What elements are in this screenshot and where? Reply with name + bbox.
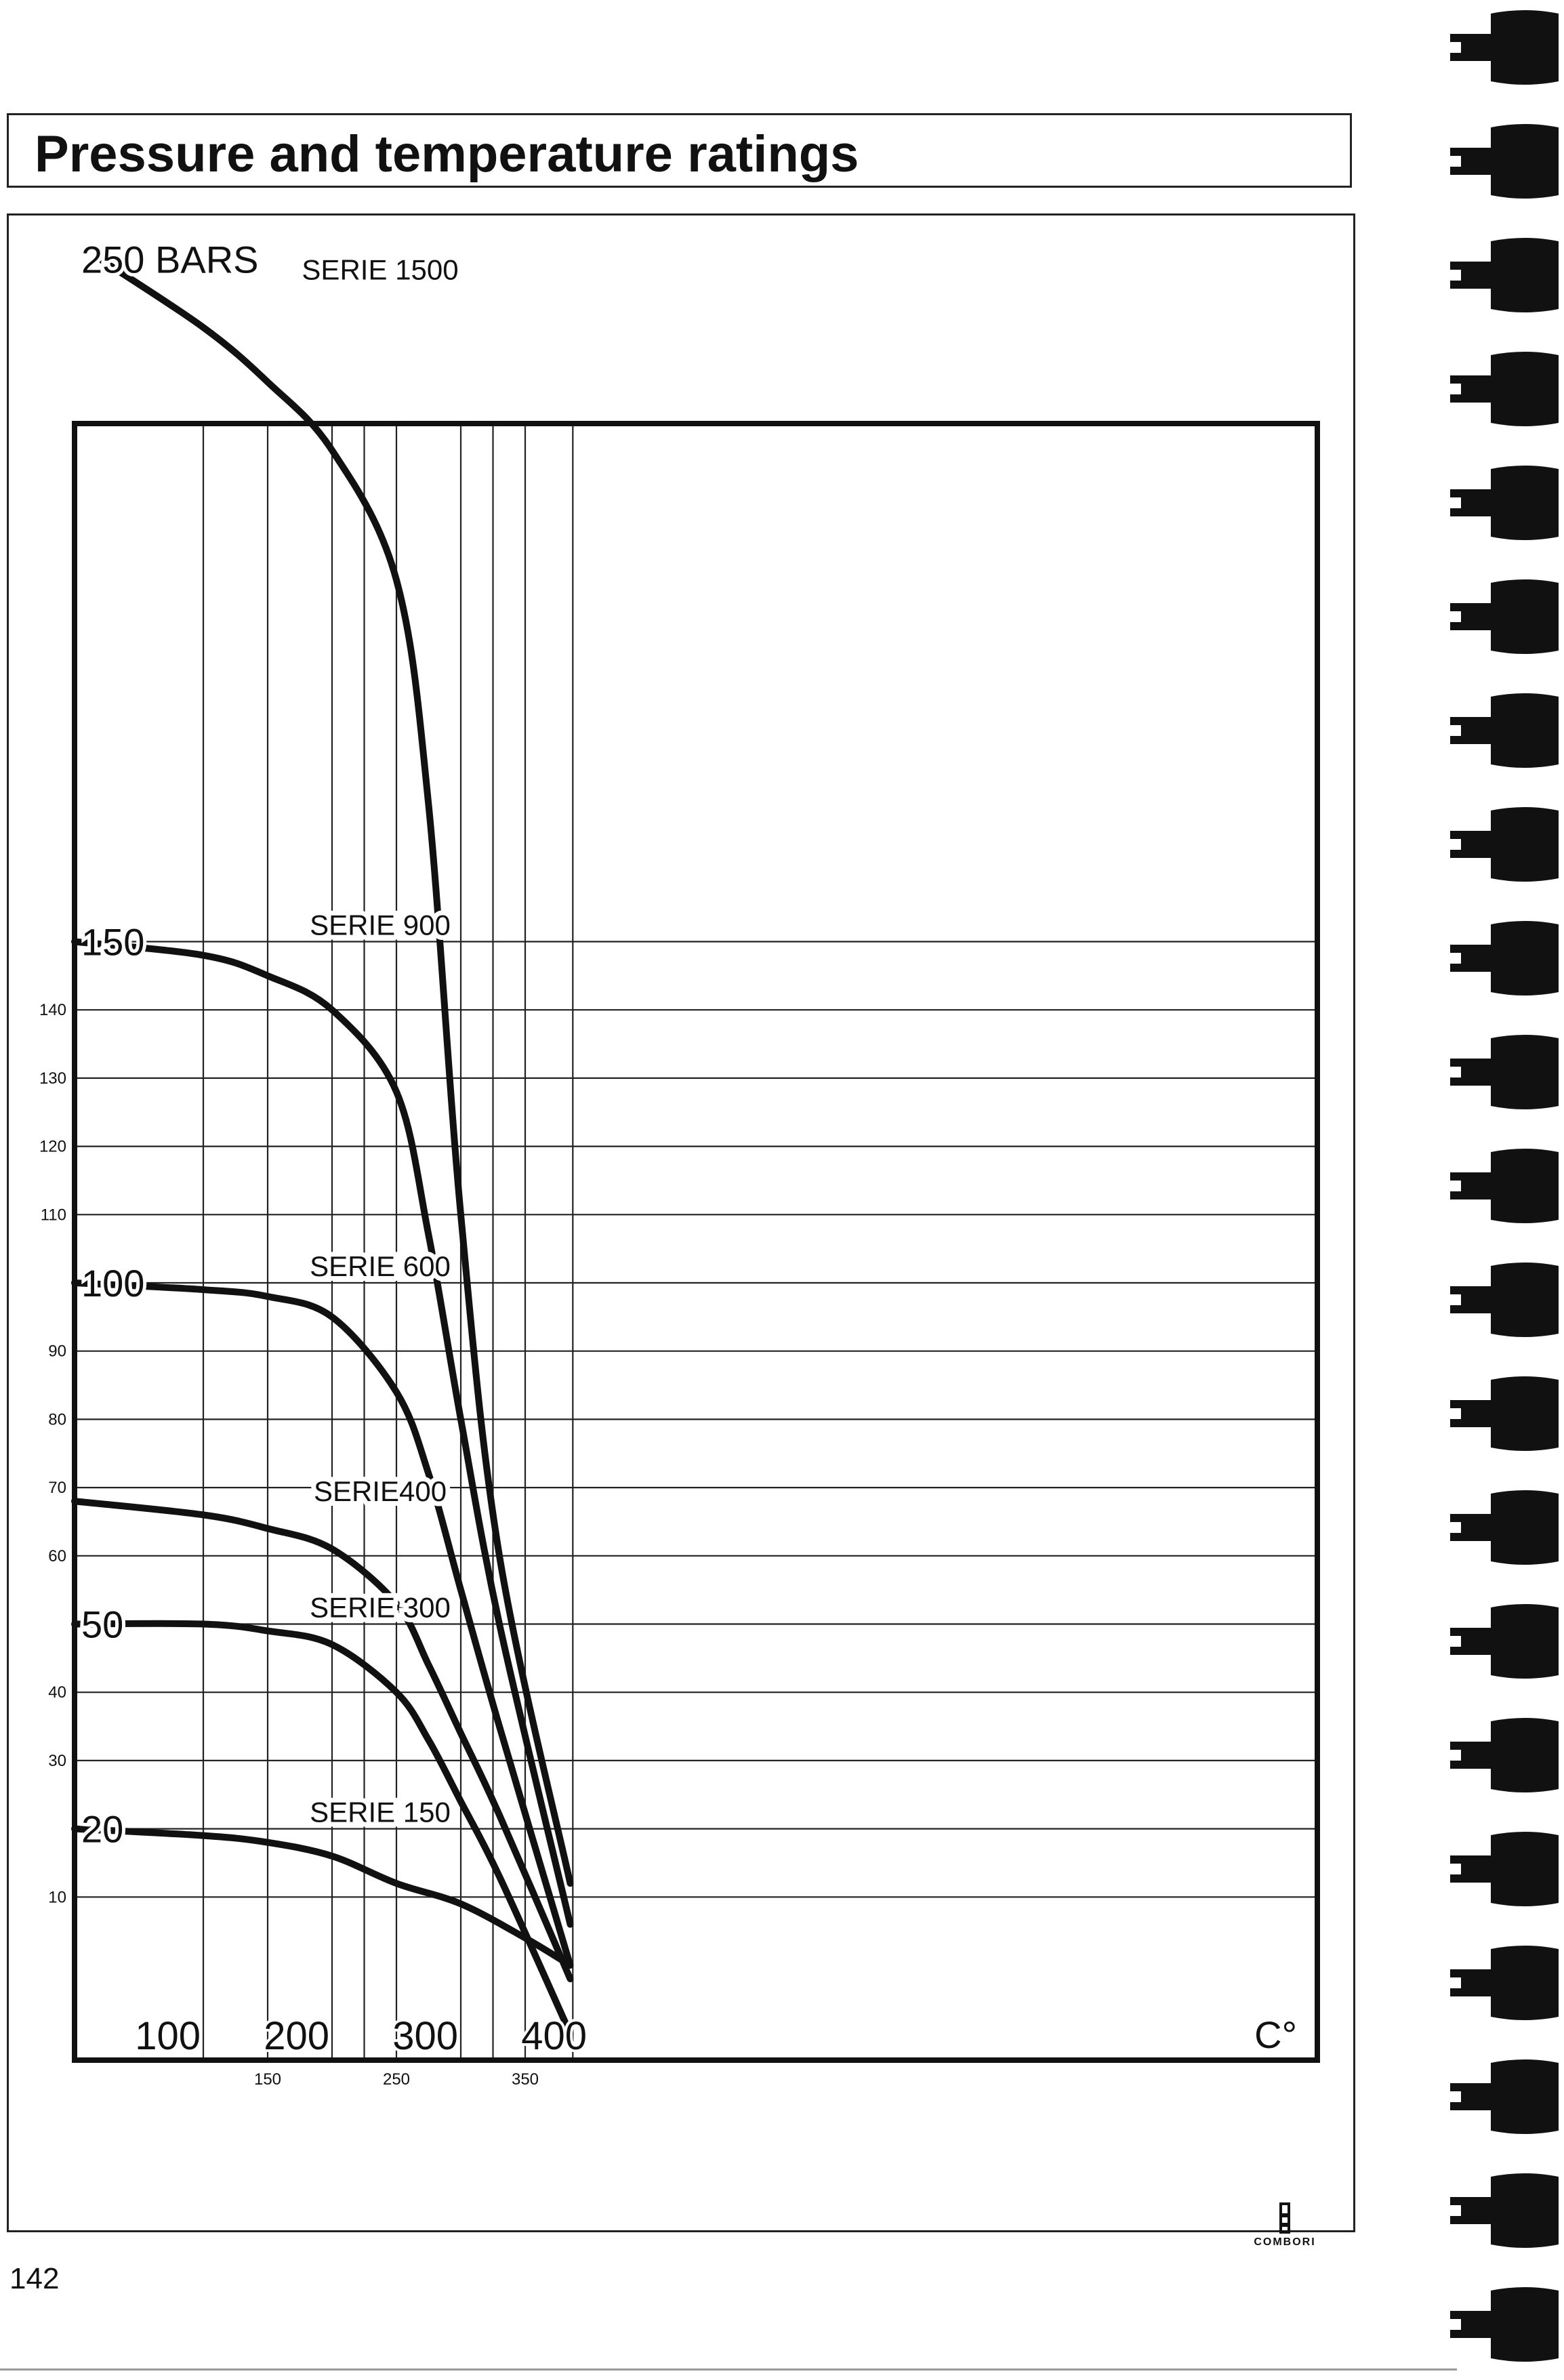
x-minor-label: 250 — [383, 2070, 410, 2089]
y-minor-label: 60 — [48, 1547, 66, 1565]
series-label: SERIE 300 — [310, 1591, 451, 1623]
y-major-label: 50 — [81, 1603, 123, 1646]
brand-logo: COMBORI — [1244, 2202, 1325, 2249]
binding-ring — [1449, 238, 1559, 312]
x-minor-label: 150 — [254, 2070, 281, 2089]
binding-ring — [1449, 1149, 1559, 1223]
title-box: Pressure and temperature ratings — [7, 113, 1352, 188]
x-major-label: 300 — [392, 2014, 458, 2058]
binding-ring — [1449, 2287, 1559, 2362]
page-title: Pressure and temperature ratings — [35, 125, 859, 183]
spiral-binding — [1449, 10, 1559, 2362]
binding-ring — [1449, 1832, 1559, 1906]
y-minor-label: 30 — [48, 1752, 66, 1770]
series-label: SERIE 1500 — [302, 254, 458, 286]
page-number: 142 — [9, 2262, 60, 2295]
binding-ring — [1449, 807, 1559, 882]
binding-ring — [1449, 1490, 1559, 1565]
brand-icon — [1279, 2202, 1290, 2234]
x-axis-unit-label: C° — [1254, 2013, 1297, 2056]
binding-ring — [1449, 10, 1559, 85]
y-major-label: 250 BARS — [81, 239, 259, 281]
binding-ring — [1449, 352, 1559, 426]
series-line — [71, 1279, 574, 1969]
y-minor-label: 70 — [48, 1479, 66, 1497]
series-label: SERIE400 — [314, 1475, 447, 1507]
plot-border — [72, 421, 1320, 2063]
binding-ring — [1449, 1604, 1559, 1679]
y-minor-label: 80 — [48, 1410, 66, 1429]
binding-ring — [1449, 1718, 1559, 1792]
y-minor-label: 120 — [39, 1138, 66, 1156]
chart-frame — [7, 213, 1355, 2232]
binding-ring — [1449, 1263, 1559, 1337]
binding-ring — [1449, 124, 1559, 199]
series-line — [71, 1620, 574, 2037]
y-minor-label: 40 — [48, 1683, 66, 1702]
series-label: SERIE 150 — [310, 1797, 451, 1828]
brand-name: COMBORI — [1254, 2236, 1316, 2248]
series-line — [71, 938, 574, 1928]
series-line — [71, 1825, 574, 1969]
binding-ring — [1449, 466, 1559, 540]
series-line — [97, 255, 574, 1887]
series-line — [71, 1498, 574, 1983]
series-label: SERIE 600 — [310, 1250, 451, 1282]
y-major-label: 20 — [81, 1808, 123, 1851]
bottom-rule — [0, 2368, 1457, 2371]
y-minor-label: 110 — [41, 1206, 66, 1224]
binding-ring — [1449, 693, 1559, 768]
binding-ring — [1449, 2059, 1559, 2134]
y-minor-label: 10 — [48, 1888, 66, 1906]
binding-ring — [1449, 1035, 1559, 1109]
y-major-label: 100 — [81, 1262, 144, 1305]
y-minor-label: 130 — [39, 1069, 66, 1088]
x-major-label: 200 — [264, 2014, 329, 2058]
binding-ring — [1449, 579, 1559, 654]
x-minor-label: 350 — [512, 2070, 539, 2089]
y-minor-label: 90 — [48, 1342, 66, 1361]
x-major-label: 400 — [521, 2014, 587, 2058]
series-label: SERIE 900 — [310, 909, 451, 941]
y-minor-label: 140 — [39, 1001, 66, 1019]
binding-ring — [1449, 921, 1559, 996]
binding-ring — [1449, 1946, 1559, 2020]
x-major-label: 100 — [135, 2014, 201, 2058]
y-major-label: 150 — [81, 921, 144, 964]
binding-ring — [1449, 1376, 1559, 1451]
binding-ring — [1449, 2173, 1559, 2248]
